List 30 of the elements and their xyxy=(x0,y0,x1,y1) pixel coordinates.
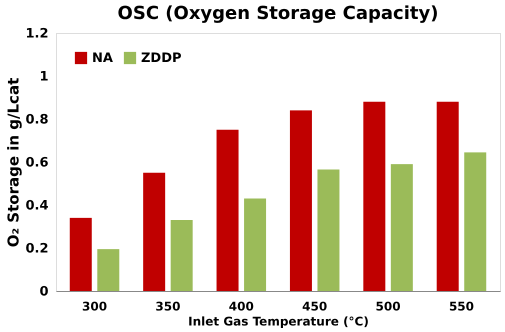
x-tick-label: 400 xyxy=(228,300,254,314)
x-tick-label: 300 xyxy=(82,300,108,314)
bar xyxy=(290,110,312,291)
bar xyxy=(143,172,166,291)
x-tick-label: 550 xyxy=(448,300,474,314)
bar xyxy=(216,130,239,291)
chart-title: OSC (Oxygen Storage Capacity) xyxy=(118,3,438,24)
y-tick-label: 0.2 xyxy=(25,242,48,256)
x-axis-title: Inlet Gas Temperature (°C) xyxy=(188,314,369,328)
y-tick-label: 1.2 xyxy=(25,26,48,42)
bar xyxy=(70,218,92,291)
bar xyxy=(464,152,486,291)
bar xyxy=(244,198,266,291)
x-tick-label: 350 xyxy=(155,300,180,314)
x-tick-label: 500 xyxy=(376,300,401,314)
y-axis-title: O₂ Storage in g/Lcat xyxy=(4,78,22,248)
y-tick-label: 0.6 xyxy=(25,156,48,170)
bar xyxy=(363,102,386,291)
legend-label: NA xyxy=(92,51,113,66)
bar xyxy=(170,220,193,291)
y-tick-label: 0.8 xyxy=(25,112,48,128)
y-tick-label: 0.4 xyxy=(25,198,48,214)
y-tick-label: 0 xyxy=(39,284,48,300)
bar xyxy=(436,102,459,291)
bar xyxy=(390,164,413,291)
bar xyxy=(317,170,340,291)
x-tick-label: 450 xyxy=(302,300,328,314)
bar xyxy=(97,249,120,291)
y-tick-label: 1 xyxy=(39,70,48,84)
legend-label: ZDDP xyxy=(141,51,182,66)
